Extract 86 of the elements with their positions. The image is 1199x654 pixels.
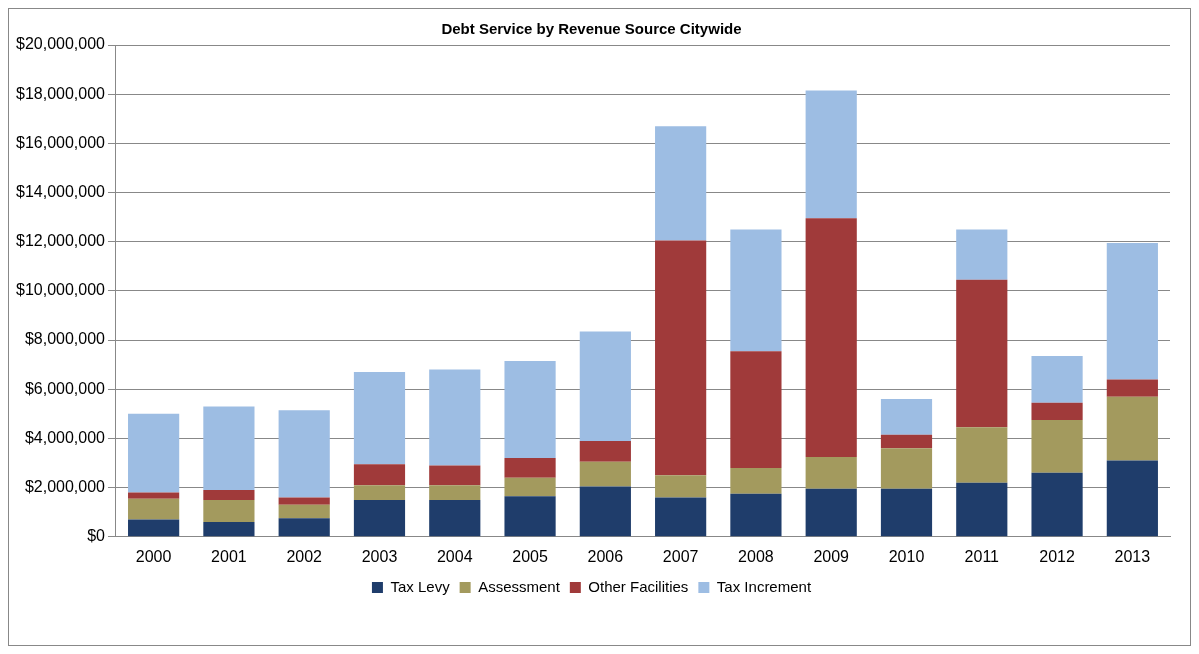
bar xyxy=(655,240,707,476)
bar xyxy=(880,399,933,435)
x-tick-label: 2003 xyxy=(361,547,398,565)
x-tick-label: 2006 xyxy=(587,547,624,565)
bar xyxy=(1106,242,1158,380)
x-tick-label: 2002 xyxy=(286,547,323,565)
bar xyxy=(880,448,933,489)
y-tick-label: $4,000,000 xyxy=(24,428,106,446)
bar xyxy=(956,279,1008,428)
bar xyxy=(429,499,481,537)
bar xyxy=(956,427,1008,483)
bar xyxy=(805,456,857,489)
y-tick-label: $20,000,000 xyxy=(15,35,106,53)
bar xyxy=(805,488,857,537)
y-tick-label: $6,000,000 xyxy=(24,379,106,397)
bar xyxy=(203,522,255,537)
bar xyxy=(278,518,330,537)
y-tick-label: $14,000,000 xyxy=(15,182,106,200)
x-tick-label: 2001 xyxy=(211,547,247,565)
bar xyxy=(128,492,180,499)
bar xyxy=(880,434,933,449)
y-tick-label: $16,000,000 xyxy=(15,133,106,151)
bar xyxy=(730,467,782,494)
x-tick-label: 2007 xyxy=(662,547,699,565)
y-tick-label: $8,000,000 xyxy=(24,330,106,348)
legend-label: Tax Increment xyxy=(716,577,812,595)
bar xyxy=(579,440,631,462)
bar xyxy=(203,499,255,523)
bar xyxy=(655,126,707,241)
legend-label: Tax Levy xyxy=(390,577,451,595)
y-tick-label: $12,000,000 xyxy=(15,232,106,250)
bar xyxy=(353,499,406,537)
bar xyxy=(1031,402,1083,420)
x-tick-label: 2008 xyxy=(738,547,774,565)
bar xyxy=(579,486,631,537)
y-tick-label: $10,000,000 xyxy=(15,281,106,299)
x-tick-label: 2010 xyxy=(888,547,925,565)
bar xyxy=(579,461,631,487)
bar xyxy=(278,497,330,505)
bar xyxy=(880,488,933,537)
bar xyxy=(805,218,857,457)
bar xyxy=(1031,356,1083,403)
bar xyxy=(956,229,1008,280)
bar xyxy=(730,229,782,352)
bar xyxy=(429,465,481,486)
bar xyxy=(128,519,180,537)
bar xyxy=(353,372,406,465)
bar xyxy=(579,331,631,441)
x-tick-label: 2004 xyxy=(436,547,473,565)
bar xyxy=(504,477,556,497)
y-tick-label: $0 xyxy=(87,527,106,545)
bar xyxy=(730,493,782,537)
bar xyxy=(1106,460,1158,537)
x-tick-label: 2011 xyxy=(964,547,1000,565)
bar xyxy=(504,360,556,459)
bar xyxy=(1031,420,1083,473)
bar xyxy=(203,490,255,500)
bar xyxy=(1106,379,1158,397)
bar xyxy=(203,406,255,491)
x-tick-label: 2009 xyxy=(813,547,850,565)
bar xyxy=(429,485,481,500)
bar xyxy=(128,498,180,520)
x-tick-label: 2000 xyxy=(135,547,172,565)
x-tick-label: 2013 xyxy=(1114,547,1151,565)
bar xyxy=(805,90,857,219)
bar xyxy=(278,410,330,498)
bar xyxy=(956,482,1008,537)
bar xyxy=(504,496,556,537)
bar xyxy=(1031,472,1083,537)
bar xyxy=(1106,396,1158,461)
legend-label: Assessment xyxy=(478,577,561,595)
bar xyxy=(655,497,707,537)
legend-label: Other Facilities xyxy=(588,577,689,595)
bar xyxy=(278,504,330,519)
chart-title: Debt Service by Revenue Source Citywide xyxy=(441,20,742,38)
x-tick-label: 2005 xyxy=(512,547,548,565)
bar xyxy=(429,369,481,466)
bar xyxy=(353,464,406,486)
bar xyxy=(128,413,180,493)
bar xyxy=(504,458,556,478)
x-tick-label: 2012 xyxy=(1039,547,1075,565)
bar xyxy=(730,351,782,468)
y-tick-label: $18,000,000 xyxy=(15,84,106,102)
y-tick-label: $2,000,000 xyxy=(24,478,106,496)
bar xyxy=(353,485,406,500)
bar xyxy=(655,475,707,498)
